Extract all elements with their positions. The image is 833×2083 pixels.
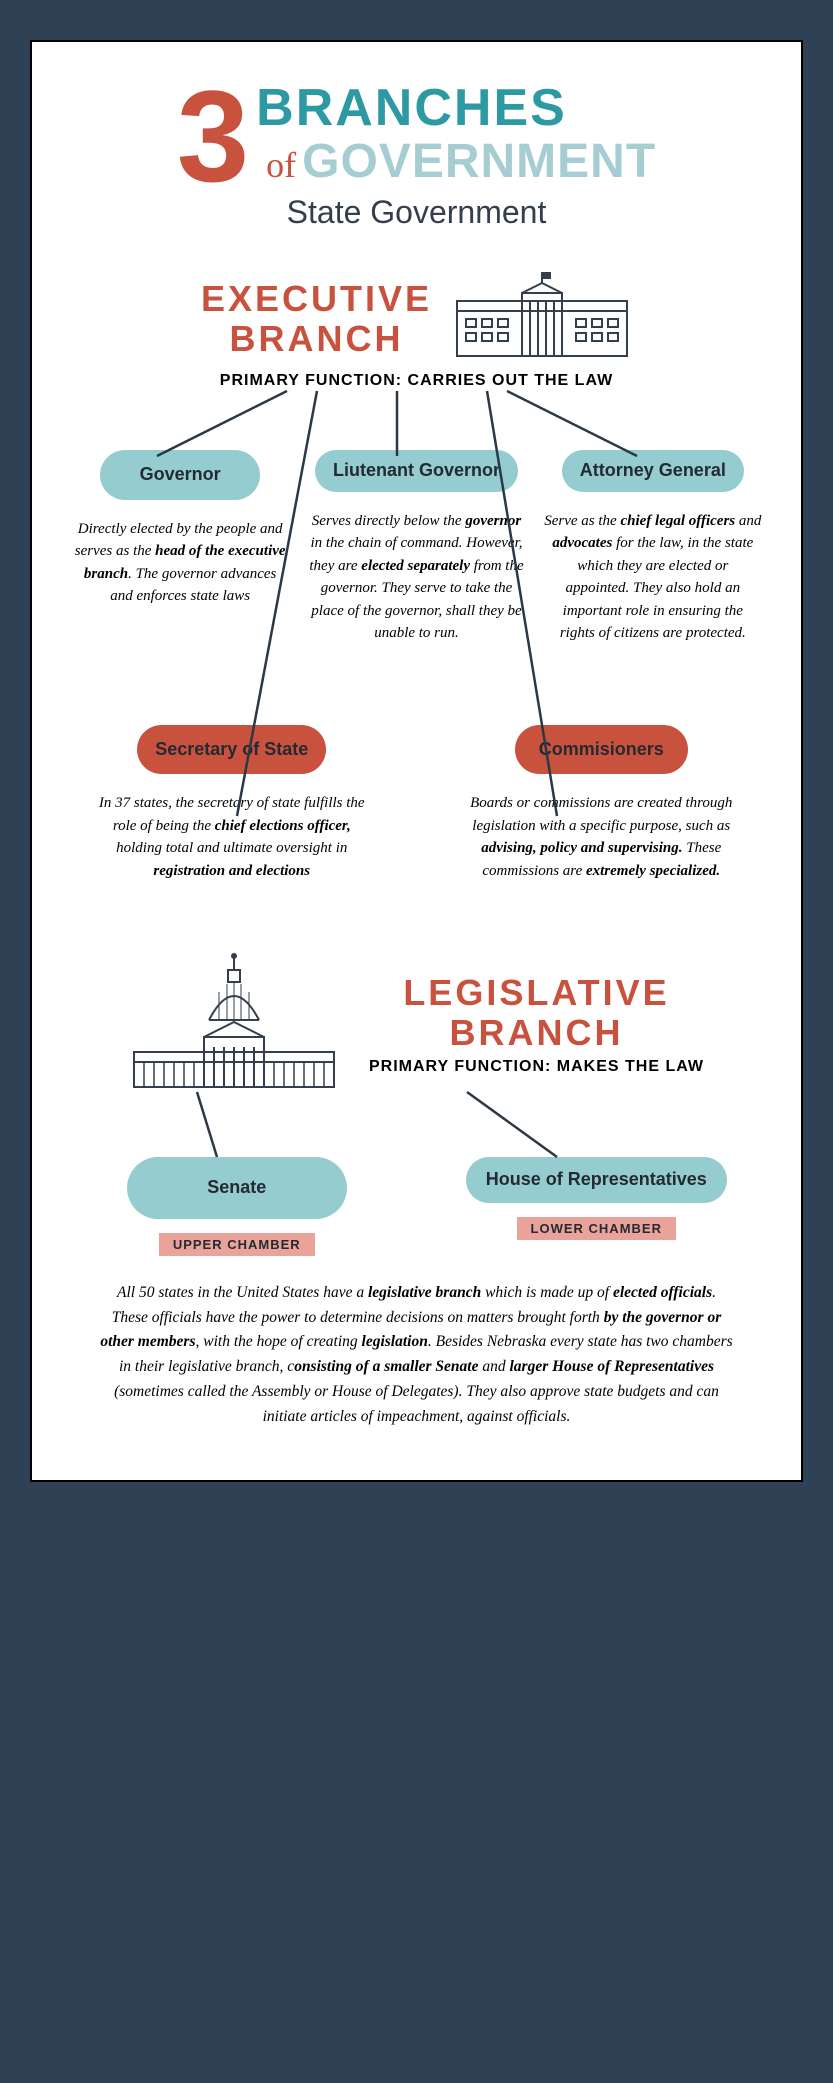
legislative-title: LEGISLATIVE BRANCH xyxy=(369,973,704,1052)
attorney-general-desc: Serve as the chief legal officers and ad… xyxy=(540,510,766,645)
role-attorney-general: Attorney General Serve as the chief lega… xyxy=(540,450,766,645)
legislative-section: LEGISLATIVE BRANCH PRIMARY FUNCTION: MAK… xyxy=(67,952,766,1429)
legislative-primary-function: PRIMARY FUNCTION: MAKES THE LAW xyxy=(369,1058,704,1076)
senate-pill: Senate xyxy=(127,1157,347,1219)
role-commissioners: Commisioners Boards or commissions are c… xyxy=(461,725,741,883)
secretary-pill: Secretary of State xyxy=(137,725,326,775)
executive-top-roles: Governor Directly elected by the people … xyxy=(67,450,766,645)
infographic-page: 3 BRANCHES of GOVERNMENT State Governmen… xyxy=(30,40,803,1482)
executive-title-line1: EXECUTIVE xyxy=(201,279,432,319)
house-pill: House of Representatives xyxy=(466,1157,727,1203)
role-governor: Governor Directly elected by the people … xyxy=(67,450,293,645)
commissioners-pill: Commisioners xyxy=(515,725,688,775)
legislative-chambers: Senate UPPER CHAMBER House of Representa… xyxy=(67,1157,766,1256)
house-tag: LOWER CHAMBER xyxy=(517,1217,676,1240)
title-government: GOVERNMENT xyxy=(302,134,656,189)
lt-governor-pill: Liutenant Governor xyxy=(315,450,518,492)
whitehouse-icon xyxy=(452,271,632,366)
capitol-icon xyxy=(129,952,339,1097)
chamber-senate: Senate UPPER CHAMBER xyxy=(67,1157,407,1256)
legislative-title-line2: BRANCH xyxy=(369,1013,704,1053)
executive-title-line2: BRANCH xyxy=(201,319,432,359)
executive-section: EXECUTIVE BRANCH xyxy=(67,271,766,882)
lt-governor-desc: Serves directly below the governor in th… xyxy=(303,510,529,645)
title-number: 3 xyxy=(177,84,244,188)
role-lt-governor: Liutenant Governor Serves directly below… xyxy=(303,450,529,645)
executive-header: EXECUTIVE BRANCH xyxy=(67,271,766,390)
commissioners-desc: Boards or commissions are created throug… xyxy=(461,792,741,882)
title-branches: BRANCHES xyxy=(256,82,656,134)
governor-pill: Governor xyxy=(100,450,260,500)
title-subtitle: State Government xyxy=(67,194,766,231)
executive-title: EXECUTIVE BRANCH xyxy=(201,279,432,358)
secretary-desc: In 37 states, the secretary of state ful… xyxy=(92,792,372,882)
legislative-header: LEGISLATIVE BRANCH PRIMARY FUNCTION: MAK… xyxy=(67,952,766,1097)
chamber-house: House of Representatives LOWER CHAMBER xyxy=(427,1157,767,1256)
title-of-gov-line: of GOVERNMENT xyxy=(256,134,656,189)
attorney-general-pill: Attorney General xyxy=(562,450,744,492)
executive-primary-function: PRIMARY FUNCTION: CARRIES OUT THE LAW xyxy=(67,372,766,390)
title-block: 3 BRANCHES of GOVERNMENT State Governmen… xyxy=(67,82,766,231)
legislative-title-block: LEGISLATIVE BRANCH PRIMARY FUNCTION: MAK… xyxy=(369,973,704,1076)
senate-tag: UPPER CHAMBER xyxy=(159,1233,315,1256)
executive-bottom-roles: Secretary of State In 37 states, the sec… xyxy=(67,725,766,883)
legislative-body-text: All 50 states in the United States have … xyxy=(67,1281,766,1430)
role-secretary-of-state: Secretary of State In 37 states, the sec… xyxy=(92,725,372,883)
legislative-title-line1: LEGISLATIVE xyxy=(369,973,704,1013)
title-stack: BRANCHES of GOVERNMENT xyxy=(256,82,656,189)
title-of: of xyxy=(266,144,296,186)
governor-desc: Directly elected by the people and serve… xyxy=(67,518,293,608)
